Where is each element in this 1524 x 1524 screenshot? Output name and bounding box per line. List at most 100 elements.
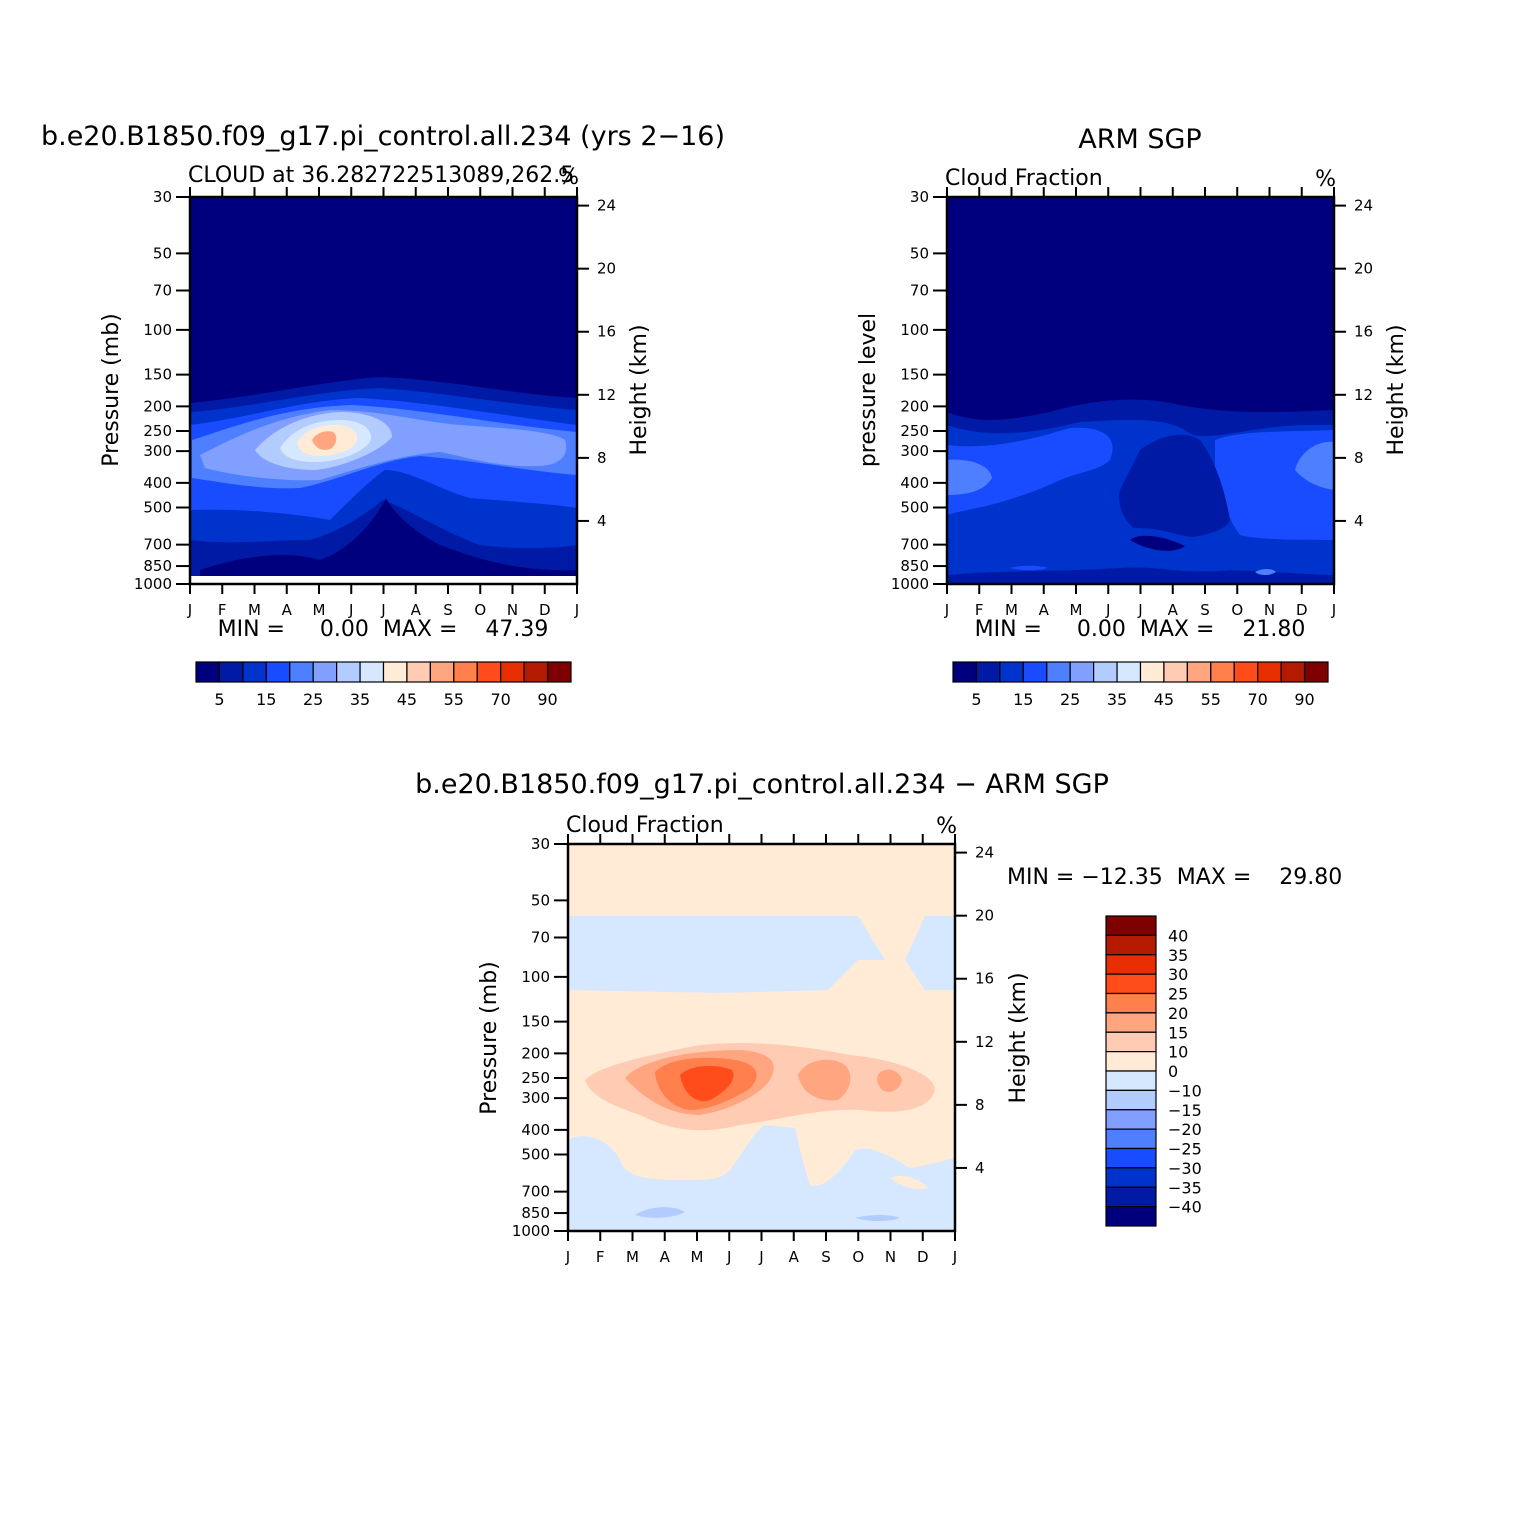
y-tick-label: 250 [521,1069,550,1087]
x-tick-label: M [626,1248,639,1266]
y-tick-label: 150 [521,1013,550,1031]
colorbar-swatch [546,661,572,683]
y-tick-label: 400 [900,474,929,492]
diff-title: b.e20.B1850.f09_g17.pi_control.all.234 −… [415,769,1109,800]
x-tick-label: D [917,1248,929,1266]
y-right-tick-label: 16 [597,323,616,341]
x-tick-label: O [852,1248,864,1266]
diff-min-max: MIN = −12.35 MAX = 29.80 [1007,865,1342,890]
y-tick-label: 70 [531,929,550,947]
model-axes: J F M A M J J A S O N D J 30 50 70 100 150 200 250 300 400 500… [134,187,616,619]
colorbar-swatch [1105,1012,1157,1033]
colorbar-label: −20 [1168,1120,1202,1139]
colorbar-swatch [1105,1206,1157,1227]
x-tick-label: J [565,1248,570,1266]
y-right-tick-label: 24 [597,197,616,215]
y-tick-label: 1000 [134,575,172,593]
y-tick-label: 500 [521,1146,550,1164]
x-tick-label: S [443,601,453,619]
colorbar-label: 15 [256,690,276,709]
colorbar-label: 35 [350,690,370,709]
colorbar-label: 30 [1168,965,1188,984]
colorbar-swatch [1105,934,1157,956]
model-contour-field [190,197,577,584]
contour-level-45 [312,431,337,450]
y-tick-label: 300 [143,442,172,460]
y-tick-label: 200 [521,1044,550,1062]
colorbar-label: 5 [971,690,981,709]
y-tick-label: 50 [910,244,929,262]
x-tick-label: M [313,601,326,619]
colorbar-swatch [1105,1147,1157,1169]
model-panel: b.e20.B1850.f09_g17.pi_control.all.234 (… [41,121,725,709]
x-tick-label: M [1005,601,1018,619]
model-ylabel-right: Height (km) [627,324,652,455]
colorbar-label: 55 [444,690,464,709]
x-tick-label: D [1296,601,1308,619]
contour-lower-0 [1130,535,1185,551]
obs-contour-field [947,197,1334,584]
x-tick-label: N [885,1248,896,1266]
x-tick-label: S [821,1248,831,1266]
diff-axes: J F M A M J J A S O N D J 30 50 70 100 150 200 250 300 400 500… [512,834,994,1266]
y-tick-label: 30 [531,835,550,853]
y-tick-label: 50 [531,891,550,909]
y-right-tick-label: 12 [597,386,616,404]
colorbar-swatch [453,661,478,683]
diff-ylabel-right: Height (km) [1006,972,1031,1103]
colorbar-swatch [1105,1051,1157,1072]
x-tick-label: N [1264,601,1275,619]
colorbar-swatch [218,661,244,683]
colorbar-label: 20 [1168,1004,1188,1023]
y-right-tick-label: 4 [975,1159,985,1177]
x-tick-label: F [218,601,227,619]
y-tick-label: 100 [521,968,550,986]
colorbar-label: −30 [1168,1159,1202,1178]
colorbar-label: 45 [397,690,417,709]
model-units: % [558,165,579,190]
obs-subtitle: Cloud Fraction [945,166,1103,191]
colorbar-swatch [1069,661,1095,683]
y-tick-label: 150 [143,366,172,384]
contour-level-20-right [1295,441,1334,490]
model-colorbar: 5 15 25 35 45 55 70 90 [195,661,572,709]
model-title: b.e20.B1850.f09_g17.pi_control.all.234 (… [41,121,725,152]
colorbar-swatch [523,661,549,683]
colorbar-swatch [1105,1128,1157,1150]
y-tick-label: 300 [900,442,929,460]
diff-subtitle: Cloud Fraction [566,813,724,838]
colorbar-swatch [1105,915,1157,936]
colorbar-swatch [975,661,1001,683]
colorbar-swatch [195,661,221,683]
colorbar-swatch [500,661,525,683]
model-ylabel: Pressure (mb) [99,313,124,467]
colorbar-label: 15 [1168,1023,1188,1042]
colorbar-label: 25 [303,690,323,709]
colorbar-swatch [1186,661,1212,683]
x-tick-label: J [944,601,949,619]
x-tick-label: F [975,601,984,619]
colorbar-label: 25 [1168,985,1188,1004]
contour-level-20-left [947,459,992,495]
x-tick-label: M [1070,601,1083,619]
y-right-tick-label: 16 [975,970,994,988]
x-tick-label: J [1105,601,1110,619]
y-right-tick-label: 12 [1354,386,1373,404]
colorbar-swatch [1105,1089,1157,1111]
x-tick-label: J [1331,601,1336,619]
colorbar-swatch [476,661,502,683]
colorbar-swatch [336,661,361,683]
colorbar-swatch [1280,661,1306,683]
x-tick-label: S [1200,601,1210,619]
colorbar-label: 70 [1248,690,1268,709]
x-tick-label: J [952,1248,957,1266]
y-tick-label: 850 [143,557,172,575]
y-tick-label: 850 [900,557,929,575]
y-tick-label: 250 [143,422,172,440]
y-tick-label: 70 [153,282,172,300]
colorbar-swatch [1105,1031,1157,1053]
contour-lower-0 [200,498,577,584]
obs-axes: J F M A M J J A S O N D J 30 50 70 100 150 200 250 300 400 500… [891,187,1373,619]
